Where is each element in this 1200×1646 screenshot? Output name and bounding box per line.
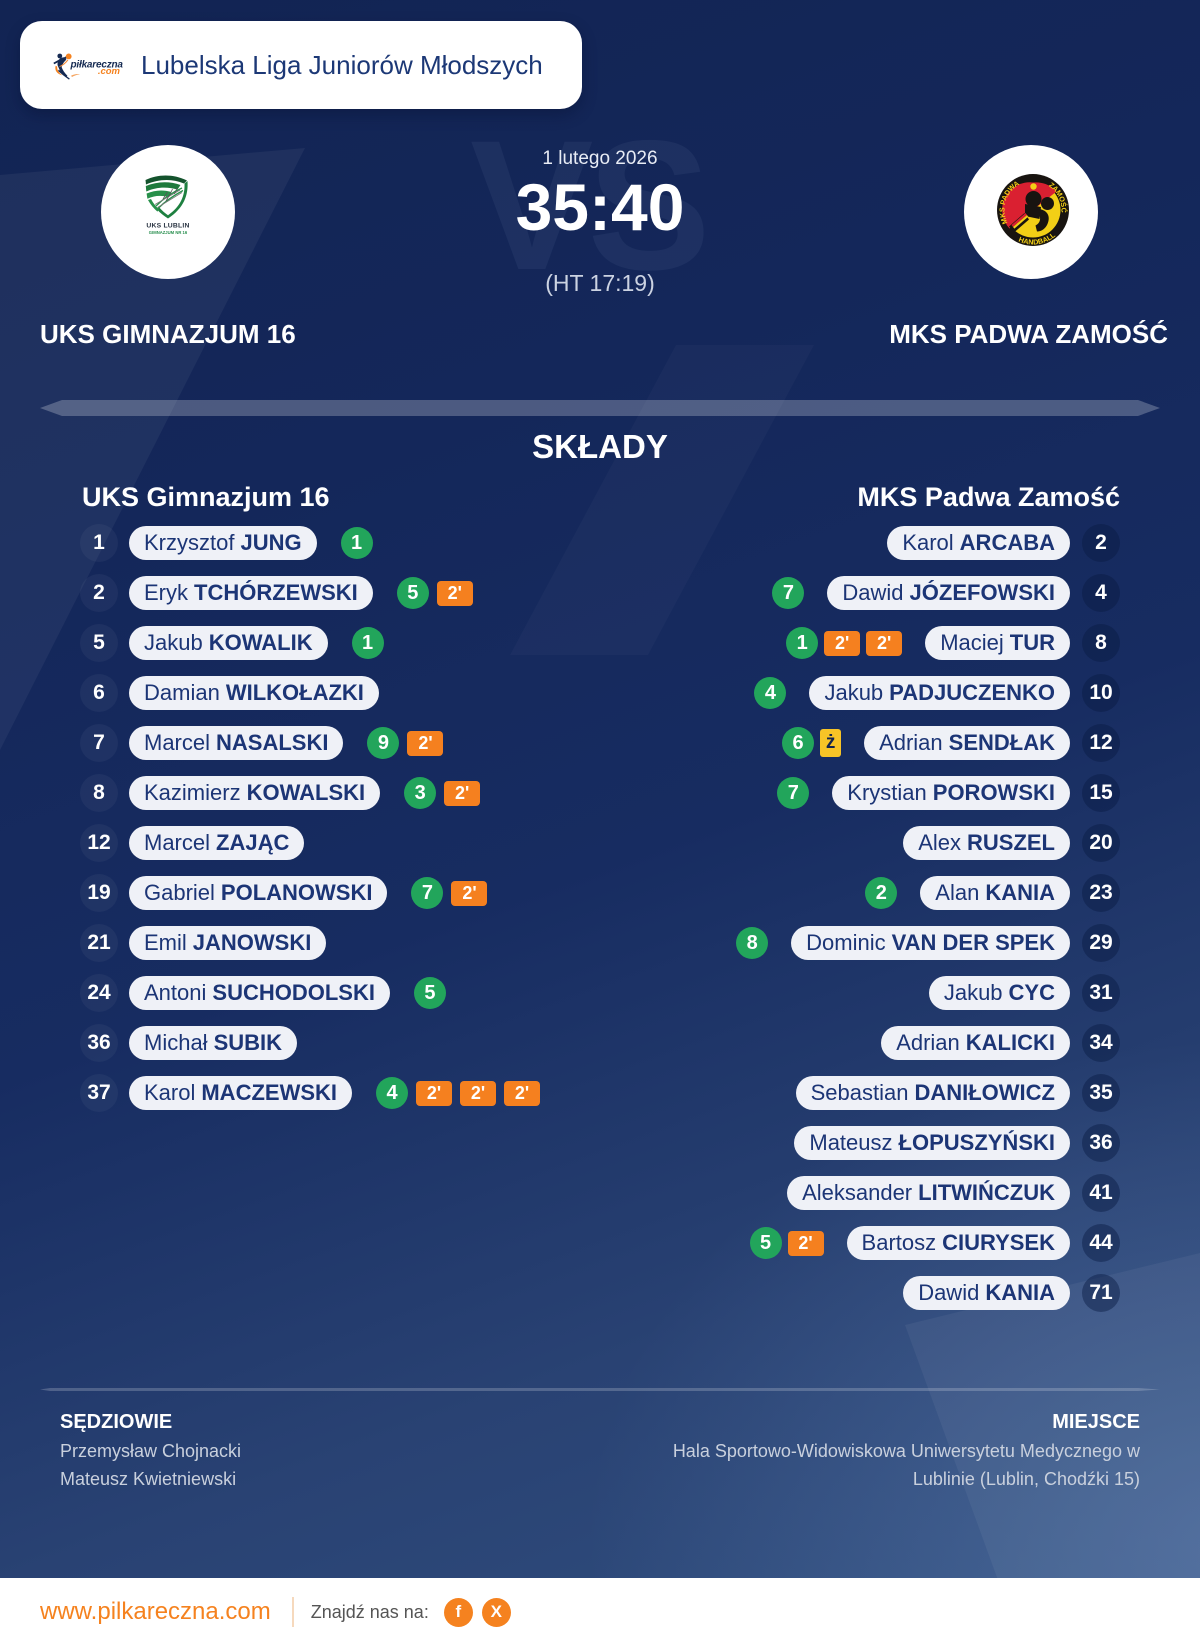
svg-text:GIMNAZJUM NR 16: GIMNAZJUM NR 16 <box>149 230 188 235</box>
svg-text:piłkareczna: piłkareczna <box>70 59 124 70</box>
svg-text:UKS LUBLIN: UKS LUBLIN <box>146 223 189 230</box>
svg-text:.com: .com <box>98 66 121 77</box>
